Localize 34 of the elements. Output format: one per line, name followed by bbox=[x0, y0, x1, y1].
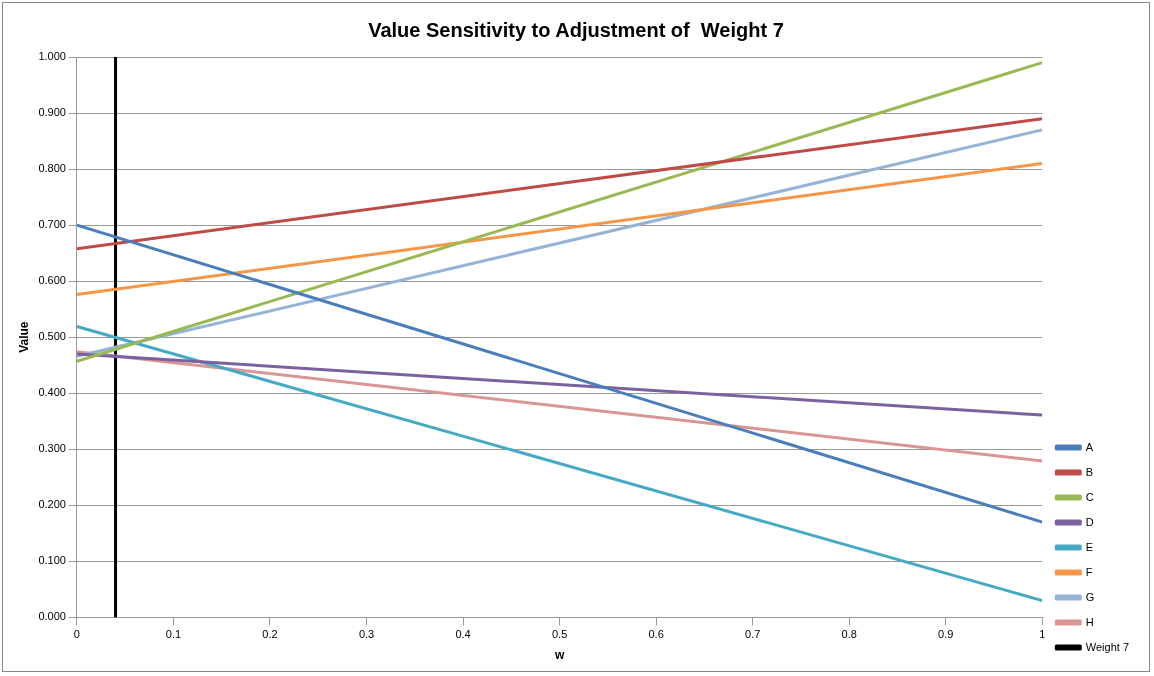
x-tick-label: 1 bbox=[1039, 628, 1046, 641]
x-tick-label: 0.3 bbox=[358, 628, 375, 641]
x-tick-label: 0.9 bbox=[938, 628, 954, 641]
y-tick-label: 1.000 bbox=[38, 50, 66, 63]
x-tick-label: 0.2 bbox=[262, 628, 278, 641]
x-tick-label: 0.4 bbox=[455, 628, 471, 641]
x-tick-label: 0.8 bbox=[841, 628, 857, 641]
y-tick-label: 0.500 bbox=[38, 330, 66, 343]
legend-label: A bbox=[1085, 440, 1094, 453]
y-tick-label: 0.400 bbox=[38, 386, 66, 399]
y-tick-label: 0.900 bbox=[38, 106, 66, 119]
legend-label: D bbox=[1085, 515, 1094, 528]
y-tick-label: 0.300 bbox=[38, 442, 66, 455]
y-tick-label: 0.200 bbox=[38, 498, 66, 511]
legend-label: G bbox=[1085, 590, 1095, 603]
x-tick-label: 0 bbox=[73, 628, 80, 641]
x-tick-label: 0.1 bbox=[165, 628, 182, 641]
x-axis-title: w bbox=[553, 648, 565, 663]
y-tick-label: 0.800 bbox=[38, 162, 66, 175]
y-axis-title: Value bbox=[16, 321, 31, 353]
legend-label: H bbox=[1085, 615, 1094, 628]
y-tick-label: 0.100 bbox=[38, 554, 66, 567]
y-tick-label: 0.000 bbox=[38, 610, 66, 623]
x-tick-label: 0.7 bbox=[745, 628, 761, 641]
legend-label: C bbox=[1085, 490, 1094, 503]
legend-label: B bbox=[1085, 465, 1094, 478]
chart-title: Value Sensitivity to Adjustment of Weight 7 bbox=[368, 18, 784, 41]
legend-label: F bbox=[1085, 565, 1093, 578]
legend-label: E bbox=[1085, 540, 1094, 553]
y-tick-label: 0.600 bbox=[38, 274, 66, 287]
y-tick-label: 0.700 bbox=[38, 218, 66, 231]
x-tick-label: 0.5 bbox=[551, 628, 568, 641]
x-tick-label: 0.6 bbox=[648, 628, 664, 641]
legend-label: Weight 7 bbox=[1085, 640, 1130, 653]
